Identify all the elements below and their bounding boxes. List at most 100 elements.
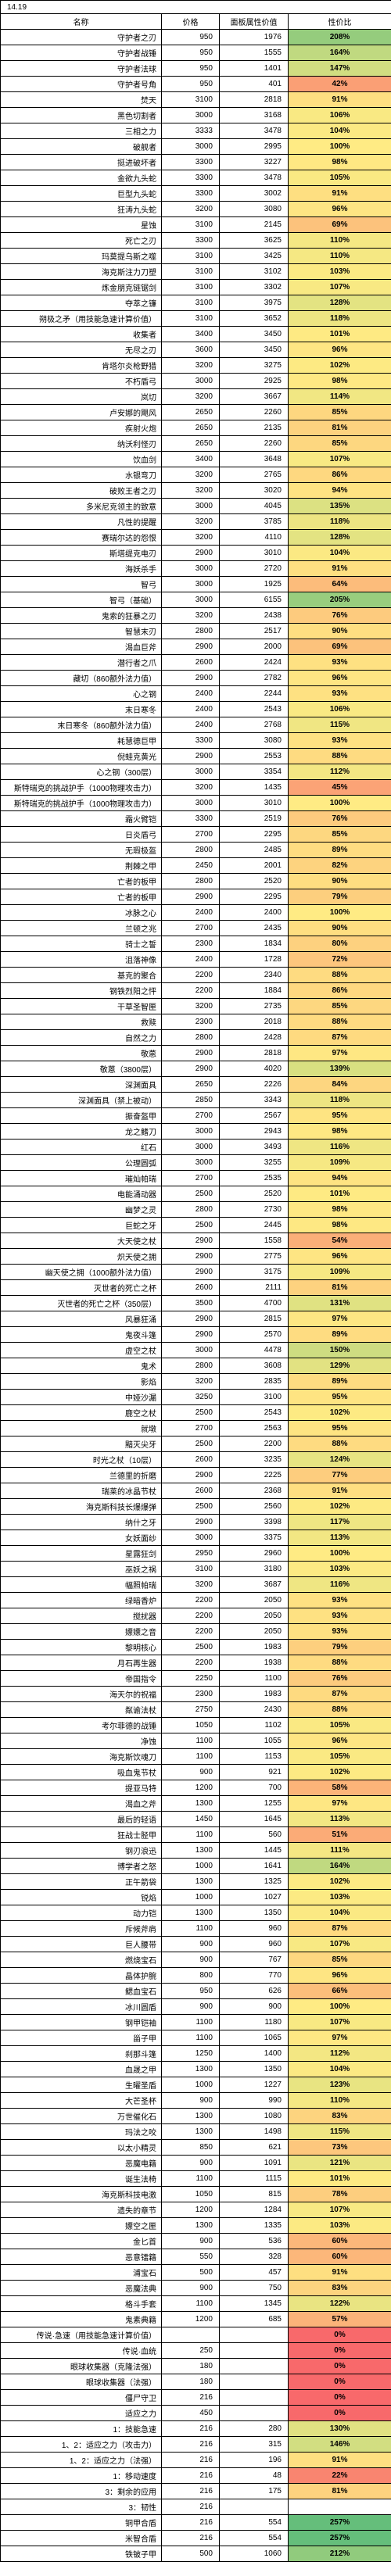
cell-ratio: 107%: [289, 452, 391, 467]
table-row: 心之钢（300层）30003354112%: [1, 764, 391, 780]
cell-name: 亡者的板甲: [1, 889, 162, 905]
cell-stat: 1728: [220, 952, 289, 968]
table-row: 不朽盾弓3000292598%: [1, 374, 391, 389]
cell-name: 玛法之咬: [1, 2124, 162, 2140]
cell-ratio: 128%: [289, 530, 391, 546]
cell-ratio: 69%: [289, 217, 391, 233]
cell-stat: [220, 2343, 289, 2359]
cell-ratio: 22%: [289, 2468, 391, 2484]
cell-ratio: 129%: [289, 1358, 391, 1374]
cell-stat: 3010: [220, 546, 289, 561]
cell-stat: 4020: [220, 1061, 289, 1077]
cell-price: 3200: [162, 1374, 220, 1390]
cell-price: 2500: [162, 1186, 220, 1202]
cell-ratio: 85%: [289, 405, 391, 420]
table-row: 钢铁烈阳之怦2200188486%: [1, 983, 391, 999]
cell-name: 考尔菲德的战锤: [1, 1718, 162, 1733]
cell-stat: 2735: [220, 999, 289, 1014]
cell-stat: 2145: [220, 217, 289, 233]
table-row: 以太小精灵85062173%: [1, 2140, 391, 2156]
cell-stat: 1641: [220, 1859, 289, 1874]
cell-stat: 1345: [220, 2296, 289, 2312]
cell-ratio: 85%: [289, 1952, 391, 1968]
cell-stat: 2400: [220, 905, 289, 921]
cell-price: 1100: [162, 1733, 220, 1749]
table-row: 最后的轻语14501645113%: [1, 1812, 391, 1827]
table-row: 斯特瑞克的挑战护手（1000物理攻击力）3200143545%: [1, 780, 391, 796]
cell-name: 钢刃浪迅: [1, 1843, 162, 1859]
cell-stat: 3687: [220, 1577, 289, 1593]
cell-ratio: 83%: [289, 2281, 391, 2296]
cell-ratio: 103%: [289, 2218, 391, 2234]
cell-stat: 1080: [220, 2109, 289, 2124]
table-row: 燃烧宝石90076785%: [1, 1952, 391, 1968]
cell-ratio: 72%: [289, 952, 391, 968]
cell-name: 海天尔的祝福: [1, 1687, 162, 1702]
cell-ratio: 60%: [289, 2249, 391, 2265]
table-row: 红石30003493116%: [1, 1140, 391, 1155]
cell-stat: 1284: [220, 2202, 289, 2218]
table-row: 智弓3000192564%: [1, 577, 391, 592]
cell-stat: 3275: [220, 358, 289, 374]
cell-stat: 1350: [220, 1905, 289, 1921]
cell-stat: 767: [220, 1952, 289, 1968]
table-row: 血晟之甲13001350104%: [1, 2062, 391, 2077]
cell-ratio: 103%: [289, 1890, 391, 1905]
cell-name: 金匕首: [1, 2234, 162, 2249]
cell-price: 3400: [162, 327, 220, 342]
cell-price: 2650: [162, 436, 220, 452]
cell-price: 3000: [162, 139, 220, 155]
cell-ratio: 98%: [289, 1202, 391, 1218]
cell-ratio: 0%: [289, 2406, 391, 2421]
cell-stat: 1350: [220, 2062, 289, 2077]
cell-name: 鬼夜斗篷: [1, 1327, 162, 1343]
cell-ratio: 116%: [289, 1140, 391, 1155]
table-row: 动力铠13001350104%: [1, 1905, 391, 1921]
cell-price: 3200: [162, 999, 220, 1014]
cell-stat: 6155: [220, 592, 289, 608]
table-row: 炼金朋克链锯剑31003302107%: [1, 280, 391, 295]
cell-ratio: 85%: [289, 436, 391, 452]
cell-name: 恶魔电籍: [1, 2156, 162, 2171]
table-row: 传说·血统2500%: [1, 2343, 391, 2359]
cell-price: 2400: [162, 952, 220, 968]
cell-price: 2500: [162, 1405, 220, 1421]
cell-ratio: 87%: [289, 1921, 391, 1937]
cell-name: 眼球收集器（法强）: [1, 2374, 162, 2390]
cell-ratio: 78%: [289, 2187, 391, 2202]
cell-stat: 1091: [220, 2156, 289, 2171]
cell-ratio: 81%: [289, 1280, 391, 1296]
cell-name: 鬼素典籍: [1, 2312, 162, 2327]
table-row: 鬼术28003608129%: [1, 1358, 391, 1374]
cell-ratio: 0%: [289, 2359, 391, 2374]
cell-ratio: 96%: [289, 342, 391, 358]
cell-name: 纳沃利怪刃: [1, 436, 162, 452]
cell-price: 2700: [162, 1108, 220, 1124]
cell-name: 冰川圆盾: [1, 1999, 162, 2015]
cell-ratio: 102%: [289, 1765, 391, 1780]
cell-stat: 2485: [220, 843, 289, 858]
table-row: 纳沃利怪刃2650226085%: [1, 436, 391, 452]
table-row: 潜行者之爪2600242493%: [1, 655, 391, 671]
cell-price: 2950: [162, 1546, 220, 1562]
cell-price: 1300: [162, 1874, 220, 1890]
table-row: 岚切32003667114%: [1, 389, 391, 405]
cell-name: 饮血剑: [1, 452, 162, 467]
cell-ratio: 109%: [289, 1155, 391, 1171]
cell-name: 传说·血统: [1, 2343, 162, 2359]
table-row: 肯塔尔炎枪野猎32003275102%: [1, 358, 391, 374]
cell-stat: 2424: [220, 655, 289, 671]
cell-ratio: 131%: [289, 1296, 391, 1311]
cell-price: 950: [162, 30, 220, 45]
cell-ratio: 93%: [289, 1593, 391, 1608]
cell-ratio: 110%: [289, 249, 391, 264]
table-row: 自然之力2800242887%: [1, 1030, 391, 1046]
cell-ratio: 112%: [289, 764, 391, 780]
cell-name: 斯特瑞克的挑战护手（1000物理攻击力）: [1, 780, 162, 796]
cell-stat: 3493: [220, 1140, 289, 1155]
table-row: 格斗手套11001345122%: [1, 2296, 391, 2312]
cell-name: 沮落神像: [1, 952, 162, 968]
cell-price: 2200: [162, 1655, 220, 1671]
cell-price: 3100: [162, 295, 220, 311]
cell-stat: 1976: [220, 30, 289, 45]
